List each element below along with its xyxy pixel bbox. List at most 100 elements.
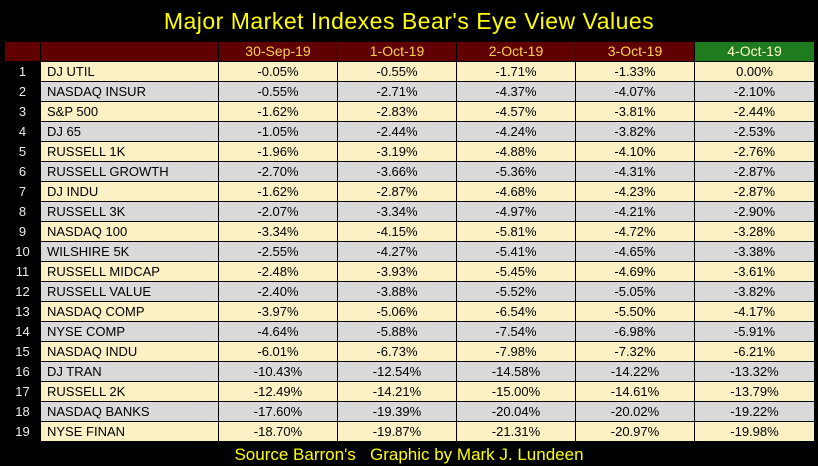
index-name: WILSHIRE 5K <box>40 241 219 262</box>
index-name: RUSSELL GROWTH <box>40 161 219 182</box>
value-cell: -4.64% <box>218 321 338 342</box>
value-cell: -2.83% <box>337 101 457 122</box>
value-cell: -20.04% <box>456 401 576 422</box>
value-cell: -5.91% <box>694 321 815 342</box>
value-cell: 0.00% <box>694 61 815 82</box>
index-name: NASDAQ INDU <box>40 341 219 362</box>
table-row: 4 DJ 65 -1.05% -2.44% -4.24% -3.82% -2.53% <box>4 121 815 142</box>
value-cell: -4.10% <box>575 141 695 162</box>
date-column-header: 4-Oct-19 <box>694 41 815 62</box>
date-column-header: 3-Oct-19 <box>575 41 695 62</box>
row-number: 13 <box>4 301 41 322</box>
row-number: 7 <box>4 181 41 202</box>
row-number: 12 <box>4 281 41 302</box>
table-row: 8 RUSSELL 3K -2.07% -3.34% -4.97% -4.21% -2.90… <box>4 201 815 222</box>
value-cell: -18.70% <box>218 421 338 442</box>
value-cell: -5.45% <box>456 261 576 282</box>
value-cell: -14.61% <box>575 381 695 402</box>
table-row: 5 RUSSELL 1K -1.96% -3.19% -4.88% -4.10% -2.76… <box>4 141 815 162</box>
value-cell: -3.82% <box>694 281 815 302</box>
index-name: RUSSELL 1K <box>40 141 219 162</box>
value-cell: -4.21% <box>575 201 695 222</box>
value-cell: -3.61% <box>694 261 815 282</box>
value-cell: -14.22% <box>575 361 695 382</box>
table-row: 16 DJ TRAN -10.43% -12.54% -14.58% -14.22% -13… <box>4 361 815 382</box>
row-number: 17 <box>4 381 41 402</box>
index-name: S&P 500 <box>40 101 219 122</box>
value-cell: -4.17% <box>694 301 815 322</box>
value-cell: -2.76% <box>694 141 815 162</box>
index-table: 30-Sep-19 1-Oct-19 2-Oct-19 3-Oct-19 4-Oct-1… <box>4 41 815 442</box>
index-name: DJ TRAN <box>40 361 219 382</box>
row-number: 5 <box>4 141 41 162</box>
row-number: 1 <box>4 61 41 82</box>
table-row: 11 RUSSELL MIDCAP -2.48% -3.93% -5.45% -4.69%… <box>4 261 815 282</box>
index-name: NYSE COMP <box>40 321 219 342</box>
value-cell: -1.62% <box>218 181 338 202</box>
value-cell: -14.21% <box>337 381 457 402</box>
value-cell: -3.88% <box>337 281 457 302</box>
table-row: 2 NASDAQ INSUR -0.55% -2.71% -4.37% -4.07% -2.… <box>4 81 815 102</box>
header-row: 30-Sep-19 1-Oct-19 2-Oct-19 3-Oct-19 4-Oct-1… <box>4 41 815 62</box>
value-cell: -0.05% <box>218 61 338 82</box>
value-cell: -7.54% <box>456 321 576 342</box>
value-cell: -2.48% <box>218 261 338 282</box>
value-cell: -5.05% <box>575 281 695 302</box>
index-name: NASDAQ INSUR <box>40 81 219 102</box>
value-cell: -7.32% <box>575 341 695 362</box>
value-cell: -2.40% <box>218 281 338 302</box>
value-cell: -3.19% <box>337 141 457 162</box>
corner-cell-number <box>4 41 41 62</box>
value-cell: -19.87% <box>337 421 457 442</box>
row-number: 2 <box>4 81 41 102</box>
value-cell: -12.54% <box>337 361 457 382</box>
value-cell: -17.60% <box>218 401 338 422</box>
value-cell: -6.98% <box>575 321 695 342</box>
value-cell: -1.33% <box>575 61 695 82</box>
table-row: 7 DJ INDU -1.62% -2.87% -4.68% -4.23% -2.87% <box>4 181 815 202</box>
value-cell: -3.34% <box>337 201 457 222</box>
value-cell: -10.43% <box>218 361 338 382</box>
table-row: 6 RUSSELL GROWTH -2.70% -3.66% -5.36% -4.31% -… <box>4 161 815 182</box>
index-name: RUSSELL MIDCAP <box>40 261 219 282</box>
value-cell: -3.38% <box>694 241 815 262</box>
value-cell: -1.05% <box>218 121 338 142</box>
table-row: 13 NASDAQ COMP -3.97% -5.06% -6.54% -5.50% -4.… <box>4 301 815 322</box>
value-cell: -2.53% <box>694 121 815 142</box>
index-name: DJ UTIL <box>40 61 219 82</box>
value-cell: -7.98% <box>456 341 576 362</box>
value-cell: -3.82% <box>575 121 695 142</box>
row-number: 19 <box>4 421 41 442</box>
value-cell: -12.49% <box>218 381 338 402</box>
value-cell: -5.06% <box>337 301 457 322</box>
value-cell: -3.34% <box>218 221 338 242</box>
value-cell: -20.97% <box>575 421 695 442</box>
value-cell: -0.55% <box>337 61 457 82</box>
value-cell: -4.31% <box>575 161 695 182</box>
table-body: 1 DJ UTIL -0.05% -0.55% -1.71% -1.33% 0.00% 2 NA… <box>4 61 815 442</box>
value-cell: -6.01% <box>218 341 338 362</box>
value-cell: -3.97% <box>218 301 338 322</box>
index-name: NYSE FINAN <box>40 421 219 442</box>
row-number: 6 <box>4 161 41 182</box>
corner-cell-name <box>40 41 219 62</box>
value-cell: -5.50% <box>575 301 695 322</box>
row-number: 10 <box>4 241 41 262</box>
table-row: 3 S&P 500 -1.62% -2.83% -4.57% -3.81% -2.44% <box>4 101 815 122</box>
value-cell: -4.57% <box>456 101 576 122</box>
table-header: 30-Sep-19 1-Oct-19 2-Oct-19 3-Oct-19 4-Oct-1… <box>4 41 815 62</box>
value-cell: -14.58% <box>456 361 576 382</box>
row-number: 16 <box>4 361 41 382</box>
table-row: 18 NASDAQ BANKS -17.60% -19.39% -20.04% -20.0… <box>4 401 815 422</box>
value-cell: -2.90% <box>694 201 815 222</box>
value-cell: -5.81% <box>456 221 576 242</box>
page-title: Major Market Indexes Bear's Eye View Val… <box>163 8 655 34</box>
date-column-header: 2-Oct-19 <box>456 41 576 62</box>
value-cell: -6.21% <box>694 341 815 362</box>
value-cell: -4.07% <box>575 81 695 102</box>
row-number: 9 <box>4 221 41 242</box>
value-cell: -1.96% <box>218 141 338 162</box>
value-cell: -13.79% <box>694 381 815 402</box>
index-name: RUSSELL VALUE <box>40 281 219 302</box>
row-number: 14 <box>4 321 41 342</box>
